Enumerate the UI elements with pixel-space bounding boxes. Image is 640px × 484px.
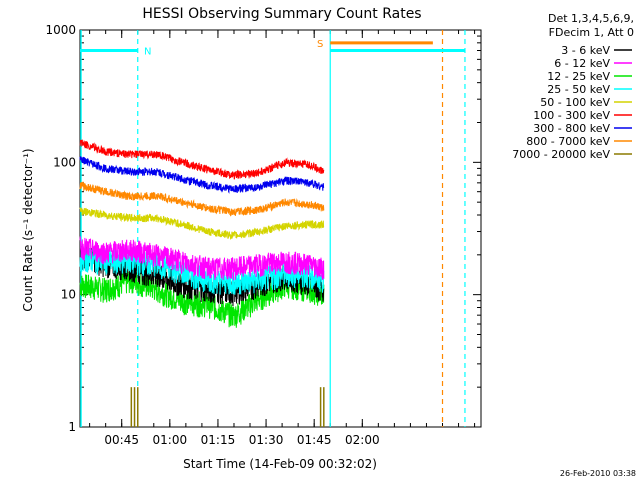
x-tick-label: 01:30 [249,433,284,447]
window-markers [80,30,466,427]
flag-label: N [144,46,151,57]
legend-header: Det 1,3,4,5,6,9, [548,12,634,25]
x-tick-label: 01:45 [297,433,332,447]
y-tick-label: 100 [53,155,76,169]
axis-ticks: 1 10 100 1000 00:45 01:00 01:15 01:30 01:45 02:00 [45,23,481,447]
series-line-1 [79,236,325,281]
legend-header: FDecim 1, Att 0 [549,26,634,39]
series-line-6 [79,156,325,194]
legend-label: 100 - 300 keV [533,109,610,122]
y-axis-label: Count Rate (s⁻¹ detector⁻¹) [21,148,35,311]
series-lines [79,139,325,427]
flag-bars: NS [80,39,465,57]
x-tick-label: 02:00 [345,433,380,447]
x-tick-label: 01:00 [153,433,188,447]
footer-timestamp: 26-Feb-2010 03:38 [560,469,636,478]
series-line-4 [79,207,325,240]
flag-label: S [317,39,323,50]
legend-label: 50 - 100 keV [540,96,610,109]
legend-label: 800 - 7000 keV [526,135,610,148]
legend-label: 300 - 800 keV [533,122,610,135]
series-line-5 [79,139,325,180]
x-tick-label: 00:45 [104,433,139,447]
legend-label: 3 - 6 keV [561,44,610,57]
legend-label: 12 - 25 keV [547,70,610,83]
chart-title: HESSI Observing Summary Count Rates [142,6,421,22]
plot-frame [79,29,482,428]
legend-label: 25 - 50 keV [547,83,610,96]
x-tick-label: 01:15 [201,433,236,447]
y-tick-label: 10 [61,288,76,302]
y-tick-label: 1 [68,420,76,434]
y-tick-label: 1000 [45,23,76,37]
series-line-7 [79,180,325,217]
legend-label: 7000 - 20000 keV [512,148,610,161]
x-axis-label: Start Time (14-Feb-09 00:32:02) [183,457,377,471]
legend-label: 6 - 12 keV [554,57,610,70]
legend: Det 1,3,4,5,6,9,FDecim 1, Att 0 3 - 6 keV… [512,12,634,161]
